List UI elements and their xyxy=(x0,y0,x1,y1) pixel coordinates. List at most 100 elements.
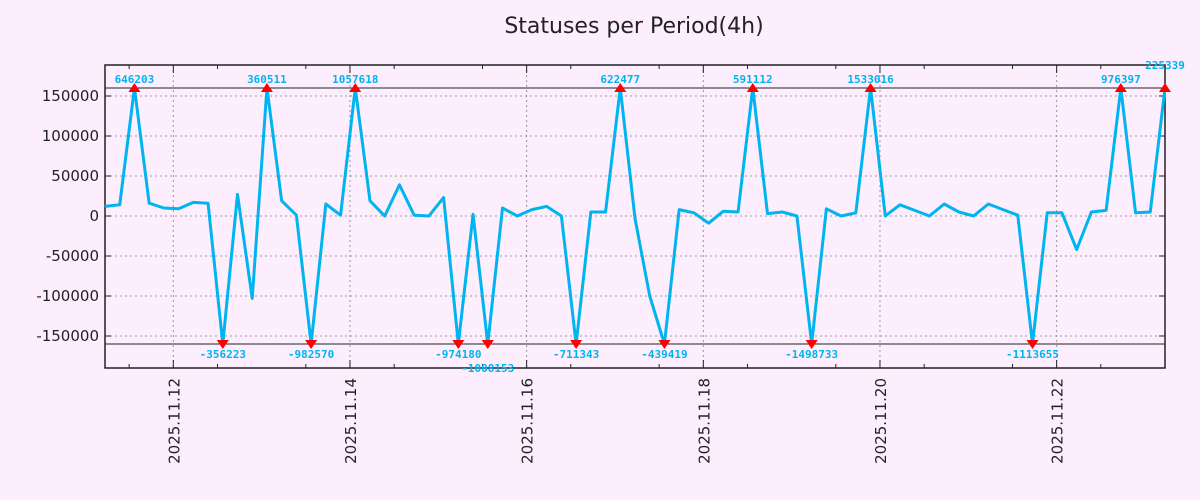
data-point xyxy=(531,209,533,211)
data-point xyxy=(928,215,930,217)
data-point xyxy=(148,202,150,204)
clipped-high-marker xyxy=(746,83,759,92)
clipped-high-marker xyxy=(260,83,273,92)
data-point xyxy=(958,211,960,213)
data-point xyxy=(1135,212,1137,214)
data-label: -1498733 xyxy=(785,348,838,361)
clipped-low-marker xyxy=(452,340,465,349)
chart-title: Statuses per Period(4h) xyxy=(504,14,764,39)
y-tick-label: -100000 xyxy=(36,287,99,305)
data-point xyxy=(369,200,371,202)
data-point xyxy=(884,215,886,217)
data-point xyxy=(1017,214,1019,216)
x-tick-label: 2025.11.22 xyxy=(1049,378,1067,464)
y-tick-label: 100000 xyxy=(42,127,99,145)
data-point xyxy=(163,207,165,209)
data-point xyxy=(825,208,827,210)
data-label: -711343 xyxy=(553,348,599,361)
data-point xyxy=(502,207,503,209)
data-point xyxy=(178,208,180,210)
data-point xyxy=(767,213,768,215)
data-point xyxy=(914,209,916,211)
data-point xyxy=(840,215,842,217)
data-point xyxy=(722,210,724,212)
data-point xyxy=(192,201,194,203)
data-label: -982570 xyxy=(288,348,334,361)
data-label: 646203 xyxy=(115,73,155,86)
data-point xyxy=(1061,212,1063,214)
clipped-low-marker xyxy=(481,340,494,349)
data-point xyxy=(516,215,518,217)
data-point xyxy=(590,211,592,213)
data-point xyxy=(413,214,415,216)
data-point xyxy=(443,197,445,199)
data-point xyxy=(119,204,121,206)
data-label: 225339 xyxy=(1145,59,1185,72)
data-point xyxy=(899,204,901,206)
data-point xyxy=(678,209,680,211)
x-tick-label: 2025.11.12 xyxy=(165,378,183,464)
data-point xyxy=(546,205,548,207)
data-point xyxy=(693,212,695,214)
clipped-high-marker xyxy=(614,83,627,92)
data-point xyxy=(237,193,238,195)
clipped-high-marker xyxy=(128,83,141,92)
data-label: -1008153 xyxy=(461,362,514,375)
data-point xyxy=(384,215,386,217)
clipped-high-marker xyxy=(349,83,362,92)
clipped-low-marker xyxy=(805,340,818,349)
data-point xyxy=(737,211,739,213)
clipped-low-marker xyxy=(570,340,583,349)
data-point xyxy=(987,203,989,205)
data-label: -1113655 xyxy=(1006,348,1059,361)
clipped-low-marker xyxy=(658,340,671,349)
x-tick-label: 2025.11.14 xyxy=(342,378,360,464)
clipped-low-marker xyxy=(1026,340,1039,349)
x-tick-label: 2025.11.18 xyxy=(695,378,713,464)
clipped-low-marker xyxy=(305,340,318,349)
data-point xyxy=(1149,211,1151,213)
clipped-high-marker xyxy=(1159,83,1171,92)
y-tick-label: -50000 xyxy=(46,247,99,265)
data-point xyxy=(251,297,253,299)
data-point xyxy=(281,200,283,202)
clipped-low-marker xyxy=(216,340,229,349)
data-point xyxy=(1090,211,1092,213)
data-point xyxy=(943,203,945,205)
data-point xyxy=(340,214,342,216)
data-point xyxy=(560,215,562,217)
y-tick-label: 150000 xyxy=(42,87,99,105)
x-tick-label: 2025.11.16 xyxy=(519,378,537,464)
data-point xyxy=(398,184,400,186)
data-point xyxy=(295,214,297,216)
data-point xyxy=(796,215,798,217)
data-label: -356223 xyxy=(200,348,246,361)
data-point xyxy=(1046,212,1048,214)
clipped-high-marker xyxy=(1114,83,1127,92)
data-point xyxy=(781,211,783,213)
data-label: 591112 xyxy=(733,73,773,86)
data-point xyxy=(207,202,209,204)
data-point xyxy=(104,205,106,207)
data-point xyxy=(973,215,975,217)
data-point xyxy=(1076,249,1078,251)
data-point xyxy=(634,217,636,219)
data-label: 360511 xyxy=(247,73,287,86)
data-label: -974180 xyxy=(435,348,481,361)
data-point xyxy=(605,211,607,213)
data-point xyxy=(428,215,430,217)
data-label: -439419 xyxy=(641,348,687,361)
data-point xyxy=(1002,209,1004,211)
plot-frame xyxy=(104,64,1166,369)
data-label: 1533016 xyxy=(847,73,894,86)
data-point xyxy=(472,213,474,215)
data-point xyxy=(855,212,857,214)
y-tick-label: 50000 xyxy=(51,167,99,185)
data-point xyxy=(325,203,327,205)
data-label: 976397 xyxy=(1101,73,1141,86)
y-tick-label: -150000 xyxy=(36,327,99,345)
data-point xyxy=(708,222,710,224)
data-label: 1057618 xyxy=(332,73,378,86)
x-tick-label: 2025.11.20 xyxy=(872,378,890,464)
